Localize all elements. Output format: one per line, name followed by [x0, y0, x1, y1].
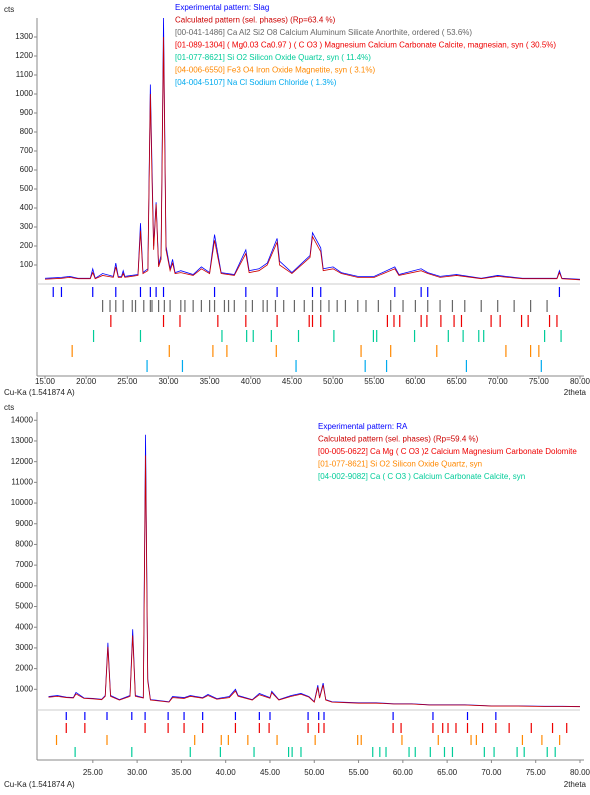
- legend-entry: Calculated pattern (sel. phases) (Rp=59.…: [318, 435, 479, 444]
- y-tick-label: 3000: [15, 643, 33, 652]
- pattern-line: [48, 455, 581, 708]
- y-tick-label: 100: [20, 260, 34, 269]
- x-tick-label: 25.00: [83, 768, 104, 777]
- y-tick-label: 400: [20, 203, 34, 212]
- pattern-line: [44, 17, 581, 280]
- x-tick-label: 65.00: [447, 377, 468, 386]
- y-tick-label: 14000: [11, 415, 34, 424]
- y-axis-label: cts: [4, 5, 14, 14]
- x-tick-label: 60.00: [393, 768, 414, 777]
- y-tick-label: 12000: [11, 457, 34, 466]
- legend-entry: [00-005-0622] Ca Mg ( C O3 )2 Calcium Ma…: [318, 447, 577, 456]
- x-tick-label: 35.00: [200, 377, 221, 386]
- x-tick-label: 75.00: [526, 768, 547, 777]
- x-axis-label: 2theta: [564, 388, 587, 397]
- x-tick-label: 75.00: [529, 377, 550, 386]
- x-tick-label: 30.00: [127, 768, 148, 777]
- x-tick-label: 50.00: [304, 768, 325, 777]
- x-tick-label: 70.00: [481, 768, 502, 777]
- y-tick-label: 800: [20, 127, 34, 136]
- x-tick-label: 80.00: [570, 768, 590, 777]
- x-tick-label: 70.00: [488, 377, 509, 386]
- y-tick-label: 300: [20, 222, 34, 231]
- y-tick-label: 13000: [11, 436, 34, 445]
- x-tick-label: 15.00: [35, 377, 56, 386]
- x-tick-label: 60.00: [405, 377, 426, 386]
- y-tick-label: 1100: [16, 70, 34, 79]
- legend-entry: [01-077-8621] Si O2 Silicon Oxide Quartz…: [318, 460, 482, 469]
- legend-entry: [04-004-5107] Na Cl Sodium Chloride ( 1.…: [175, 78, 337, 87]
- wavelength-note: Cu-Ka (1.541874 A): [4, 388, 75, 397]
- y-tick-label: 7000: [15, 560, 33, 569]
- legend-entry: [04-006-6550] Fe3 O4 Iron Oxide Magnetit…: [175, 66, 375, 75]
- x-tick-label: 65.00: [437, 768, 458, 777]
- x-tick-label: 45.00: [282, 377, 303, 386]
- legend-entry: Experimental pattern: RA: [318, 422, 408, 431]
- y-tick-label: 1000: [15, 89, 33, 98]
- legend-entry: [00-041-1486] Ca Al2 Si2 O8 Calcium Alum…: [175, 28, 472, 37]
- y-tick-label: 1300: [15, 32, 33, 41]
- y-tick-label: 6000: [15, 581, 33, 590]
- legend-entry: [01-077-8621] Si O2 Silicon Oxide Quartz…: [175, 53, 371, 62]
- legend-entry: [04-002-9082] Ca ( C O3 ) Calcium Carbon…: [318, 472, 525, 481]
- legend-entry: Calculated pattern (sel. phases) (Rp=63.…: [175, 16, 336, 25]
- x-tick-label: 80.00: [570, 377, 590, 386]
- y-tick-label: 8000: [15, 540, 33, 549]
- x-tick-label: 40.00: [216, 768, 237, 777]
- y-tick-label: 200: [20, 241, 34, 250]
- y-tick-label: 700: [20, 146, 34, 155]
- legend-entry: [01-089-1304] ( Mg0.03 Ca0.97 ) ( C O3 )…: [175, 41, 556, 50]
- y-tick-label: 5000: [15, 602, 33, 611]
- y-tick-label: 500: [20, 184, 34, 193]
- x-tick-label: 30.00: [158, 377, 179, 386]
- x-axis-label: 2theta: [564, 780, 587, 789]
- y-tick-label: 600: [20, 165, 34, 174]
- y-tick-label: 11000: [11, 477, 33, 486]
- x-tick-label: 55.00: [364, 377, 385, 386]
- y-tick-label: 9000: [15, 519, 33, 528]
- x-tick-label: 45.00: [260, 768, 281, 777]
- x-tick-label: 50.00: [323, 377, 344, 386]
- y-tick-label: 10000: [11, 498, 34, 507]
- y-tick-label: 2000: [15, 664, 33, 673]
- y-tick-label: 4000: [15, 622, 33, 631]
- x-tick-label: 40.00: [241, 377, 262, 386]
- y-axis-label: cts: [4, 403, 14, 412]
- x-tick-label: 35.00: [171, 768, 192, 777]
- wavelength-note: Cu-Ka (1.541874 A): [4, 780, 75, 789]
- legend-entry: Experimental pattern: Slag: [175, 3, 269, 12]
- x-tick-label: 55.00: [349, 768, 370, 777]
- y-tick-label: 900: [20, 108, 34, 117]
- x-tick-label: 25.00: [117, 377, 138, 386]
- y-tick-label: 1000: [15, 684, 33, 693]
- pattern-line: [44, 36, 581, 281]
- y-tick-label: 1200: [15, 51, 33, 60]
- x-tick-label: 20.00: [76, 377, 97, 386]
